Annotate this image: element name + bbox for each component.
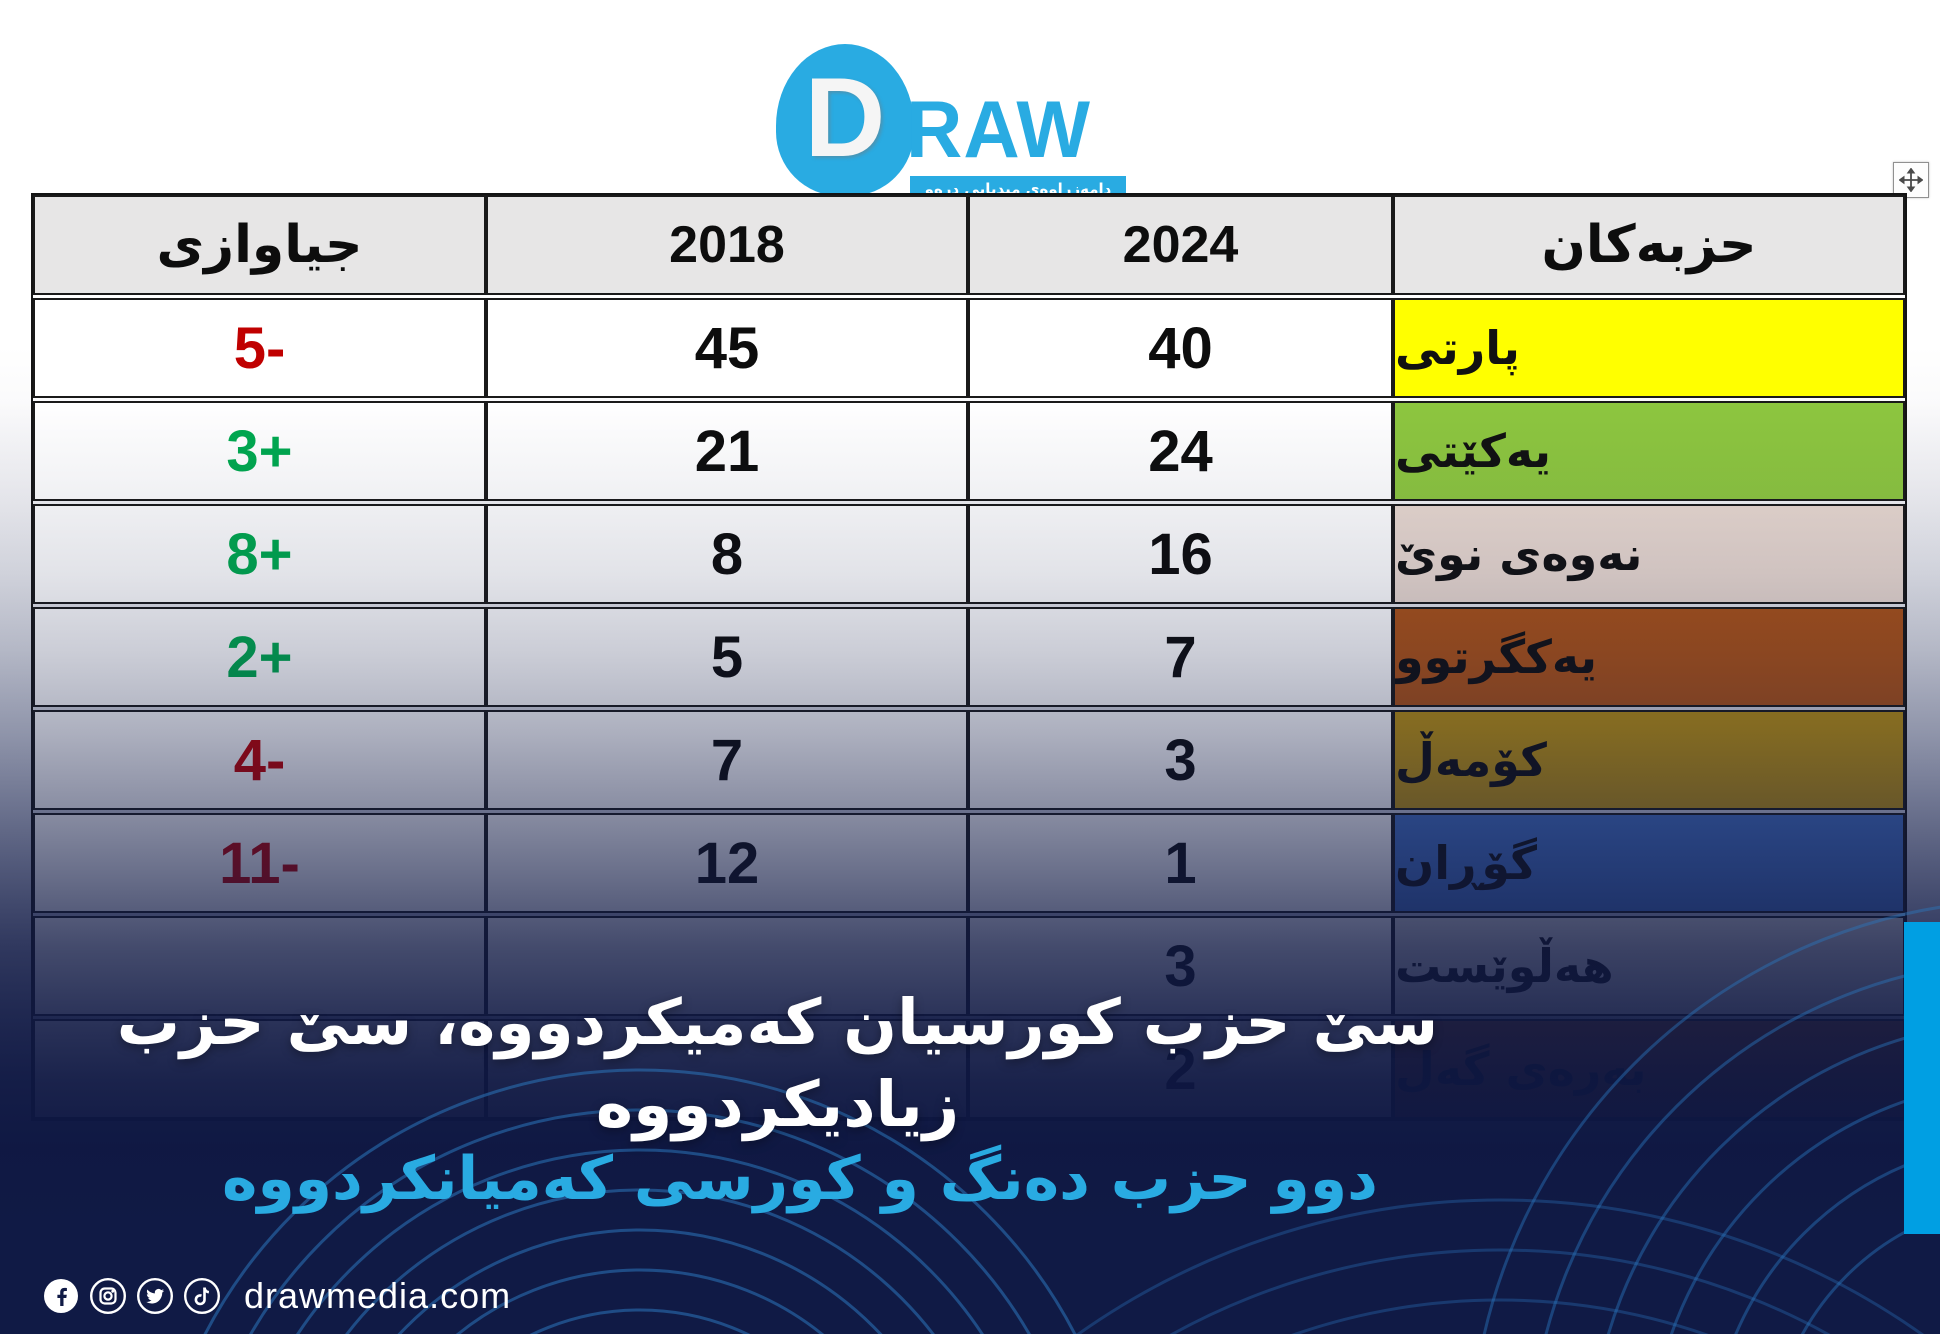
tiktok-icon[interactable] — [183, 1277, 221, 1315]
table-row-cell-2018: 21 — [486, 401, 968, 501]
twitter-icon[interactable] — [136, 1277, 174, 1315]
footer: drawmedia.com — [42, 1274, 511, 1318]
draw-logo-egg: D — [776, 44, 914, 196]
col-header-2018: 2018 — [486, 195, 968, 295]
table-row-cell-party: گۆڕان — [1393, 813, 1905, 913]
col-header-parties: حزبەکان — [1393, 195, 1905, 295]
table-row-cell-diff: 11- — [33, 813, 486, 913]
draw-logo-letter-d: D — [804, 55, 886, 180]
col-header-diff: جیاوازی — [33, 195, 486, 295]
table-row-cell-diff: 4- — [33, 710, 486, 810]
facebook-icon[interactable] — [42, 1277, 80, 1315]
draw-logo-wordmark: RAW — [906, 83, 1091, 175]
table-row-cell-diff: 5- — [33, 298, 486, 398]
table-row-cell-2024: 7 — [968, 607, 1393, 707]
table-row-cell-2018: 45 — [486, 298, 968, 398]
draw-logo: D RAW دامەزراوەی میدیایی درەو — [0, 0, 1940, 210]
col-header-2024: 2024 — [968, 195, 1393, 295]
table-row-cell-party: یەکگرتوو — [1393, 607, 1905, 707]
table-row-cell-2018: 7 — [486, 710, 968, 810]
table-row-cell-party: نەوەی نوێ — [1393, 504, 1905, 604]
table-row-cell-2024: 24 — [968, 401, 1393, 501]
table-row-cell-2018: 5 — [486, 607, 968, 707]
table-row-cell-party: یەکێتی — [1393, 401, 1905, 501]
table-row-cell-party: کۆمەڵ — [1393, 710, 1905, 810]
table-row-cell-2024: 1 — [968, 813, 1393, 913]
table-row-cell-party: پارتی — [1393, 298, 1905, 398]
table-row-cell-2024: 3 — [968, 710, 1393, 810]
website-url[interactable]: drawmedia.com — [244, 1275, 512, 1316]
table-row-cell-2024: 16 — [968, 504, 1393, 604]
headline-secondary: دوو حزب دەنگ و کورسی کەمیانکردووە — [222, 1144, 1378, 1214]
table-row-cell-2018: 8 — [486, 504, 968, 604]
move-icon — [1899, 168, 1923, 192]
table-row-cell-diff: 8+ — [33, 504, 486, 604]
headline-primary: سێ حزب کورسیان کەمیکردووە، سێ حزب زیادیک… — [116, 986, 1439, 1141]
instagram-icon[interactable] — [89, 1277, 127, 1315]
table-row-cell-diff: 3+ — [33, 401, 486, 501]
right-accent-bar — [1904, 922, 1940, 1234]
table-row-cell-2024: 40 — [968, 298, 1393, 398]
table-row-cell-2018: 12 — [486, 813, 968, 913]
table-row-cell-diff: 2+ — [33, 607, 486, 707]
